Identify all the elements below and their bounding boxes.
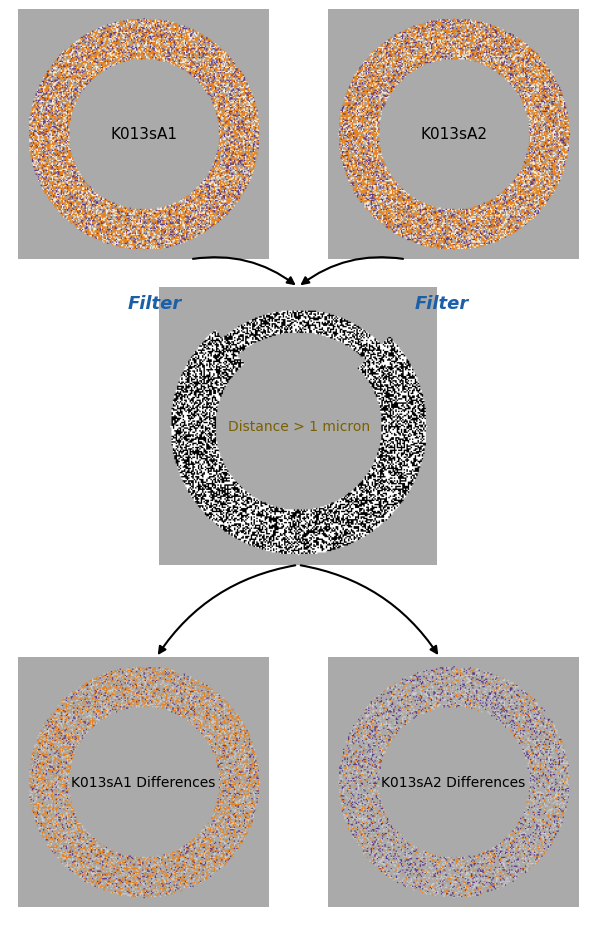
Text: K013sA2: K013sA2 (420, 128, 487, 143)
Text: K013sA1: K013sA1 (110, 128, 177, 143)
Text: Filter: Filter (414, 294, 468, 313)
FancyArrowPatch shape (193, 257, 294, 284)
Text: Distance > 1 micron: Distance > 1 micron (228, 419, 370, 433)
Text: Filter: Filter (128, 294, 182, 313)
Text: K013sA2 Differences: K013sA2 Differences (381, 776, 526, 790)
FancyArrowPatch shape (159, 566, 295, 653)
FancyArrowPatch shape (301, 566, 437, 653)
FancyArrowPatch shape (302, 257, 403, 284)
Text: K013sA1 Differences: K013sA1 Differences (72, 776, 216, 790)
